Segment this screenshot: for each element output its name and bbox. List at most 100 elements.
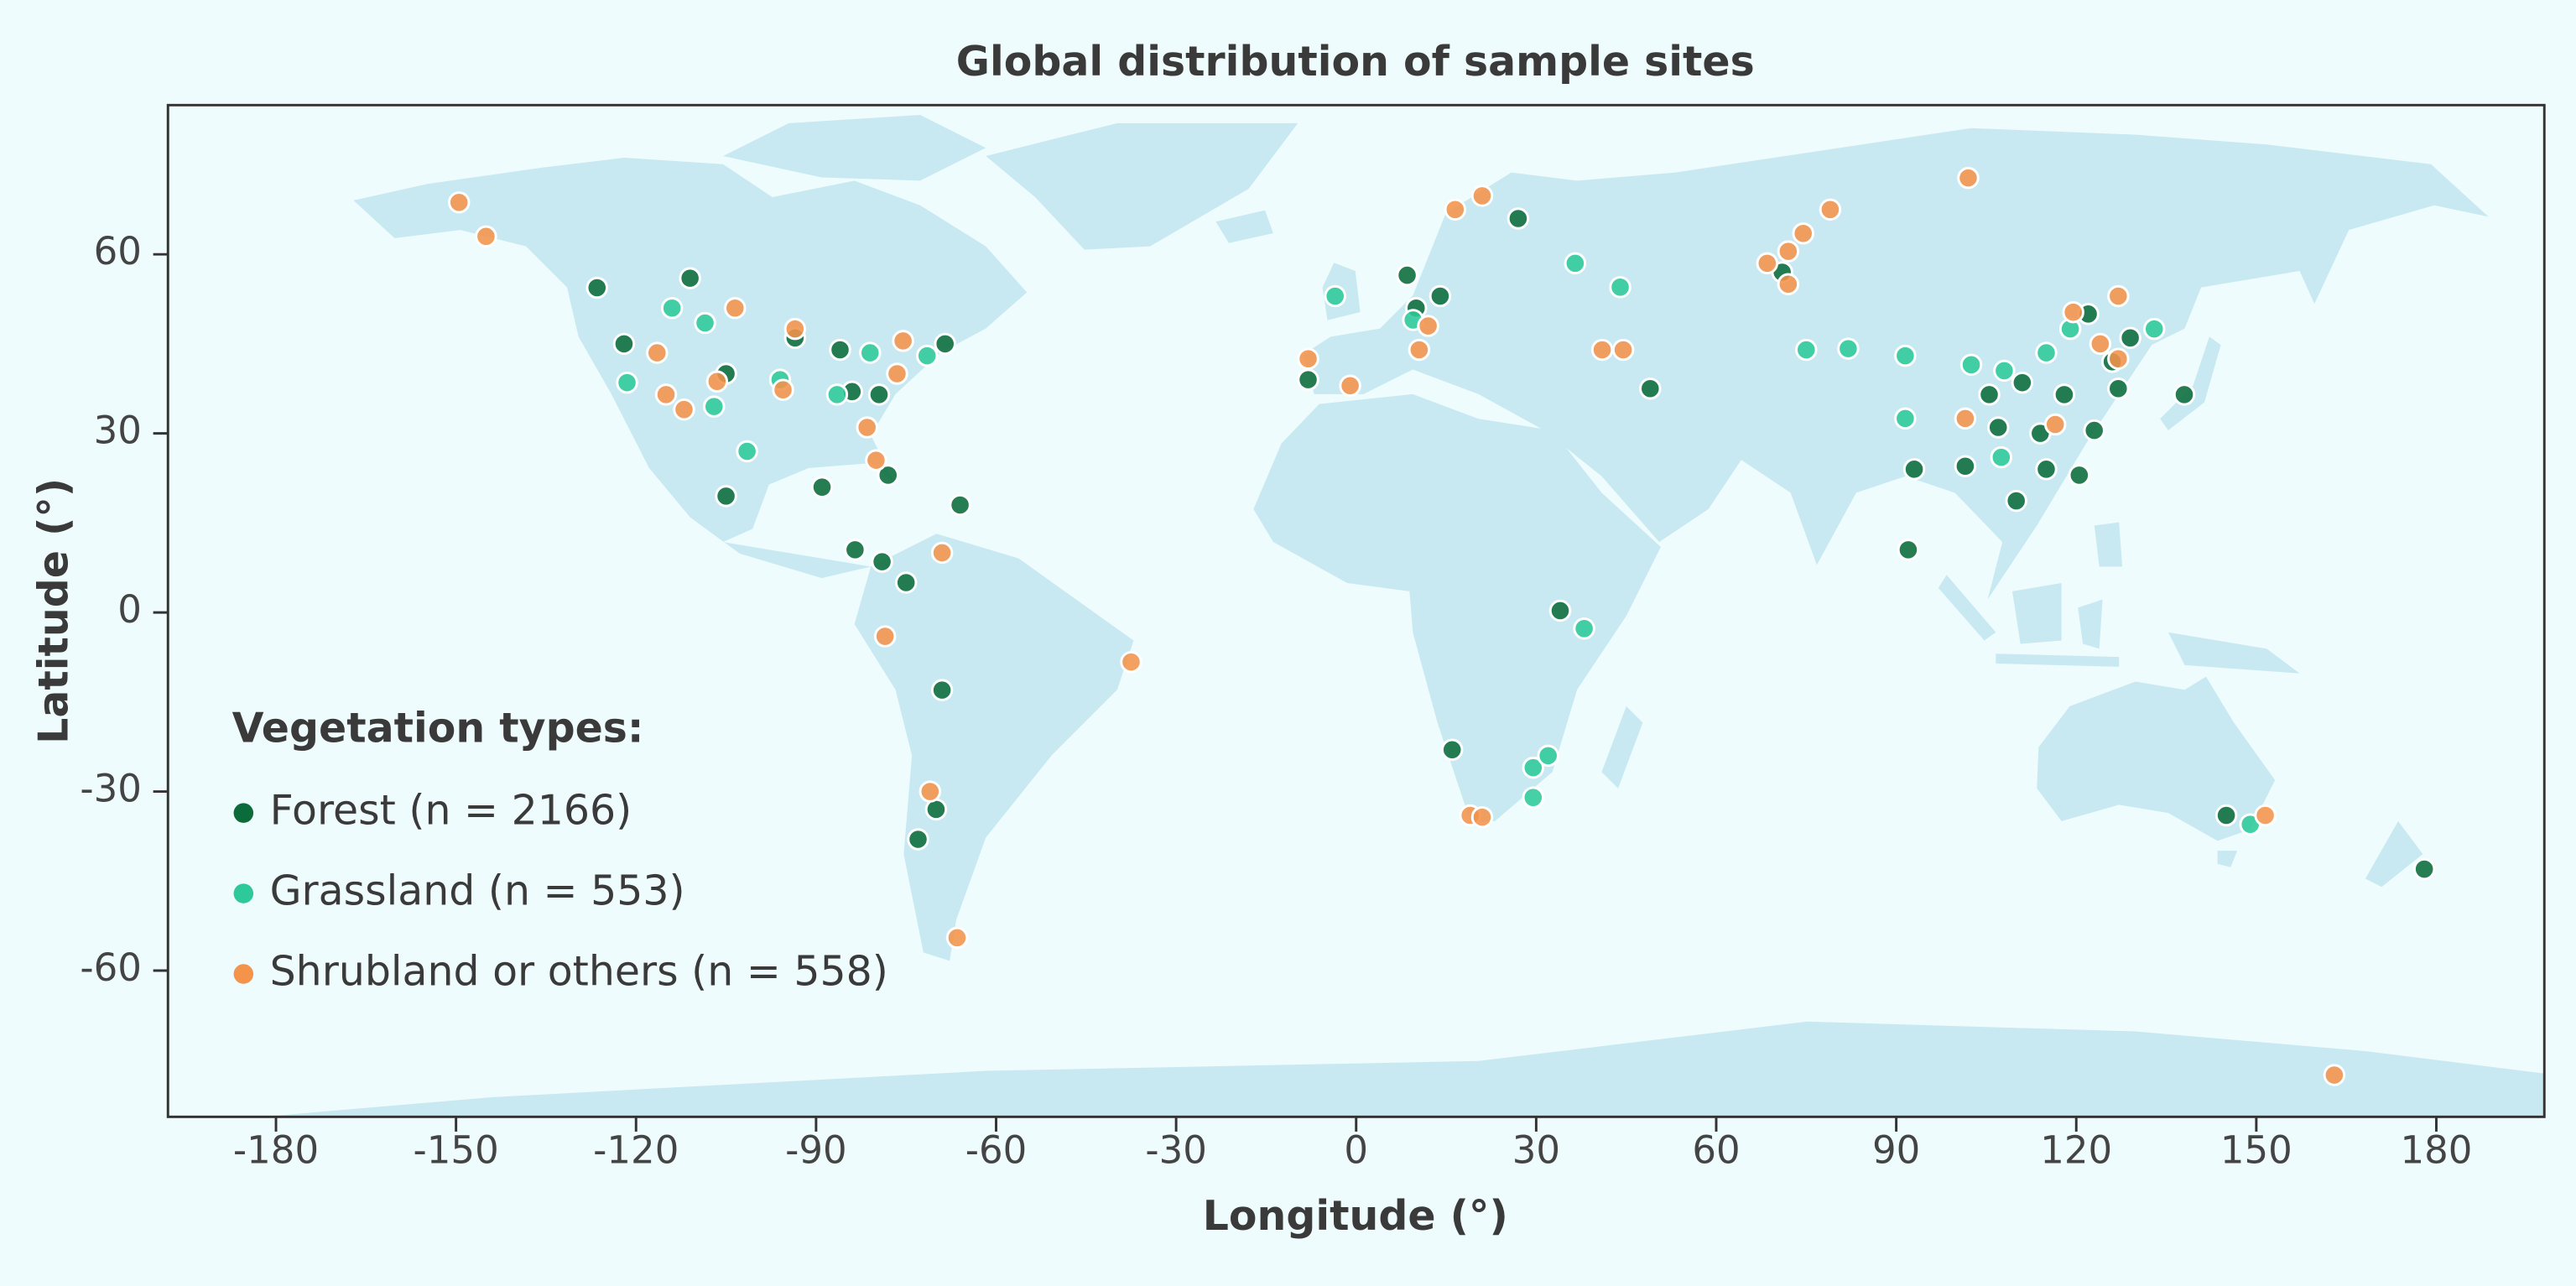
site-point <box>2412 857 2436 881</box>
site-point <box>1120 650 1142 674</box>
site-point <box>715 485 737 508</box>
points <box>448 166 2436 1086</box>
map <box>261 115 2545 1117</box>
site-point <box>825 383 849 406</box>
site-point <box>694 311 716 335</box>
site-point <box>1954 455 1977 477</box>
site-point <box>1324 284 1346 308</box>
site-point <box>1590 338 1614 362</box>
site-point <box>916 344 939 367</box>
site-point <box>1297 368 1319 391</box>
x-tick-label: -120 <box>593 1127 679 1172</box>
new-zealand <box>2365 820 2423 888</box>
south-america <box>854 534 1134 961</box>
site-point <box>772 378 794 401</box>
site-point <box>871 550 893 573</box>
site-point <box>1894 344 1917 367</box>
x-tick-label: -90 <box>785 1127 847 1172</box>
site-point <box>2107 347 2130 370</box>
site-point <box>859 341 882 364</box>
site-point <box>2143 317 2166 341</box>
australia <box>2037 676 2276 867</box>
site-point <box>1444 198 1467 221</box>
site-point <box>2107 284 2130 308</box>
site-point <box>1957 166 1980 190</box>
site-point <box>2254 804 2277 827</box>
site-point <box>2214 804 2238 827</box>
site-point <box>2043 413 2067 436</box>
site-point <box>1959 353 1983 377</box>
x-tick-label: 120 <box>2040 1127 2112 1172</box>
madagascar <box>1601 705 1643 789</box>
site-point <box>1987 416 2010 439</box>
site-point <box>1429 284 1452 308</box>
site-point <box>475 225 497 248</box>
site-point <box>612 332 636 356</box>
legend-marker <box>233 964 254 984</box>
site-point <box>892 330 914 352</box>
x-tick-label: 180 <box>2401 1127 2473 1172</box>
site-point <box>2173 383 2196 406</box>
site-point <box>1777 240 1800 263</box>
site-point <box>877 464 899 487</box>
site-point <box>2062 300 2084 324</box>
site-point <box>679 267 701 289</box>
legend-label: Grassland (n = 553) <box>270 867 685 915</box>
site-point <box>1777 273 1800 295</box>
site-point <box>1522 756 1545 779</box>
x-tick-label: 30 <box>1512 1127 1560 1172</box>
site-point <box>673 398 695 421</box>
site-point <box>930 679 954 701</box>
greenland <box>986 122 1298 250</box>
indonesia <box>1938 522 2300 674</box>
y-tick-label: -60 <box>80 945 142 990</box>
y-tick-label: 60 <box>94 229 142 273</box>
site-point <box>1417 315 1439 337</box>
site-point <box>894 571 918 594</box>
iceland <box>1215 210 1273 243</box>
site-point <box>1990 445 2013 469</box>
site-point <box>660 297 684 320</box>
site-point <box>1564 252 1587 275</box>
site-point <box>865 449 887 471</box>
site-point <box>585 276 608 299</box>
site-point <box>2323 1064 2346 1086</box>
x-tick-label: 60 <box>1692 1127 1740 1172</box>
site-point <box>2005 489 2027 513</box>
site-point <box>1756 252 1779 275</box>
site-point <box>1470 805 1494 829</box>
site-point <box>1537 744 1559 768</box>
site-point <box>1611 338 1635 362</box>
site-point <box>2053 383 2076 406</box>
site-point <box>1573 617 1595 640</box>
y-axis-label: Latitude (°) <box>30 478 78 744</box>
legend-marker <box>233 803 254 823</box>
x-tick-label: 90 <box>1872 1127 1920 1172</box>
x-tick-label: -150 <box>414 1127 499 1172</box>
y-tick-label: -30 <box>80 767 142 811</box>
site-point <box>724 297 747 320</box>
site-point <box>907 828 929 851</box>
site-point <box>867 383 891 406</box>
site-point <box>1902 458 1926 481</box>
site-point <box>1978 383 2001 406</box>
site-point <box>856 416 878 439</box>
legend-title: Vegetation types: <box>232 705 644 752</box>
site-point <box>1954 407 1977 430</box>
africa <box>1253 393 1661 821</box>
site-point <box>1522 786 1545 809</box>
x-tick-label: 150 <box>2220 1127 2292 1172</box>
site-point <box>654 383 678 406</box>
x-tick-label: -60 <box>965 1127 1028 1172</box>
site-point <box>1837 337 1860 360</box>
site-point <box>945 926 969 950</box>
site-point <box>705 370 729 393</box>
site-point <box>2068 464 2091 487</box>
site-point <box>1441 738 1464 761</box>
site-point <box>873 625 897 648</box>
site-point <box>2035 458 2058 481</box>
site-point <box>448 191 471 214</box>
site-point <box>2089 332 2112 356</box>
legend-label: Forest (n = 2166) <box>270 787 632 835</box>
x-tick-label: 0 <box>1344 1127 1368 1172</box>
